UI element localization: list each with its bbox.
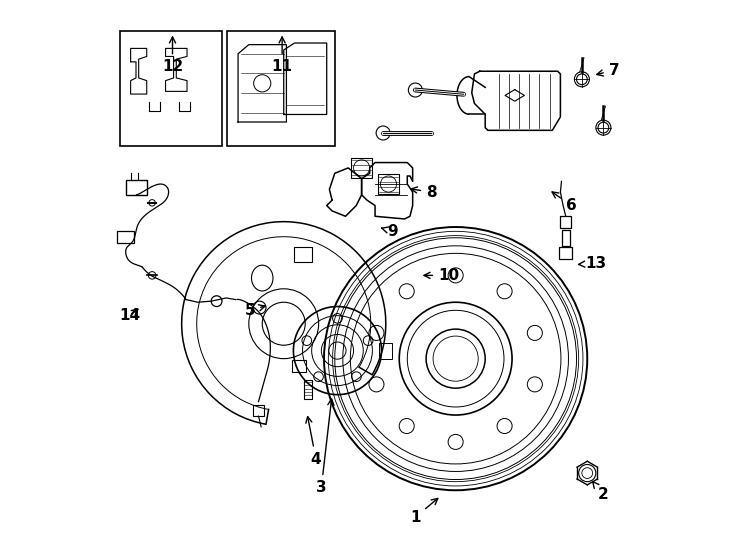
Bar (294, 247, 312, 262)
Text: 2: 2 (592, 482, 608, 502)
Bar (351, 158, 372, 178)
Text: 6: 6 (552, 192, 576, 213)
Text: 11: 11 (272, 37, 293, 75)
Bar (378, 174, 399, 194)
Text: 14: 14 (119, 308, 140, 323)
Text: 4: 4 (306, 417, 321, 467)
Text: 13: 13 (578, 256, 606, 271)
Text: 12: 12 (162, 37, 184, 75)
Text: 7: 7 (597, 63, 619, 78)
Text: 5: 5 (244, 303, 265, 318)
Text: 9: 9 (382, 224, 398, 239)
Bar (560, 217, 571, 228)
Bar (562, 230, 570, 246)
Bar (117, 231, 134, 243)
Text: 10: 10 (424, 268, 459, 283)
Bar (120, 31, 222, 146)
Text: 1: 1 (410, 498, 437, 525)
Bar (228, 31, 335, 146)
Bar (292, 360, 306, 372)
Bar (126, 180, 147, 195)
Bar (379, 342, 392, 359)
Text: 8: 8 (411, 185, 437, 200)
Text: 3: 3 (316, 399, 334, 495)
Bar (304, 380, 312, 399)
Bar (253, 406, 264, 416)
Bar (559, 247, 573, 259)
